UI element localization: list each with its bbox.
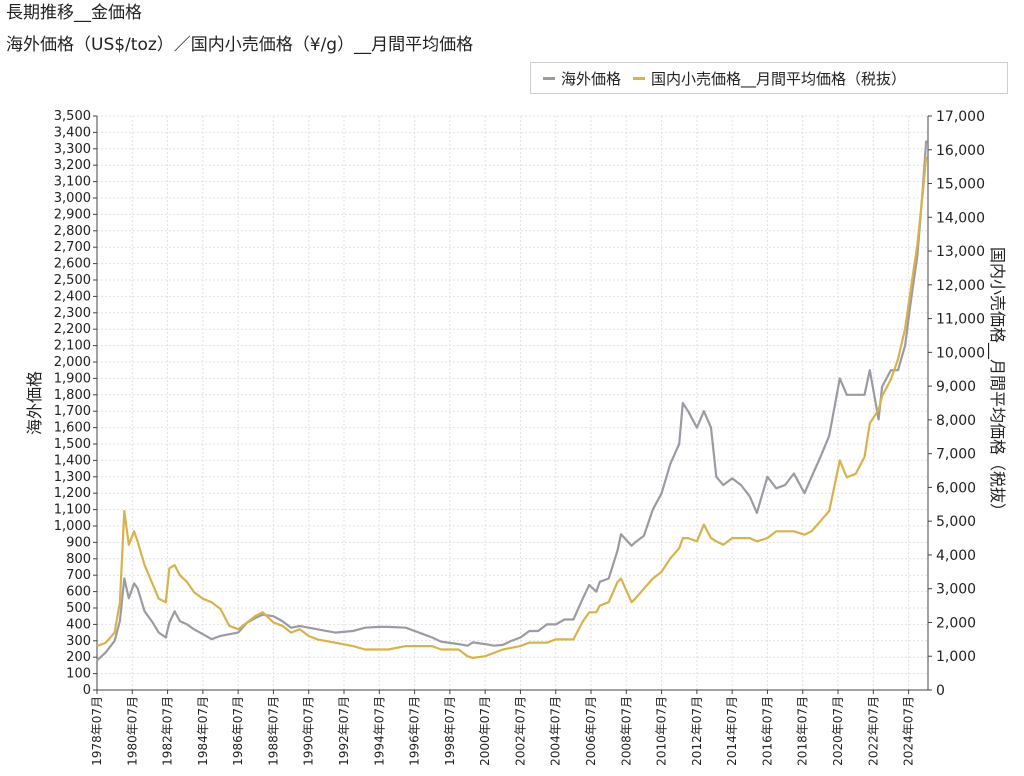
x-tick-label: 2018年07月: [796, 696, 810, 766]
legend-label-overseas: 海外価格: [561, 69, 622, 88]
chart-title: 長期推移__金価格: [6, 3, 142, 23]
y-tick-label: 1,400: [54, 453, 91, 468]
x-tick-label: 2010年07月: [655, 696, 669, 766]
y-axis-label: 海外価格: [25, 371, 44, 435]
y-tick-label: 2,600: [54, 257, 91, 272]
x-tick-label: 1992年07月: [337, 696, 351, 766]
y2-tick-label: 13,000: [936, 244, 985, 260]
x-tick-label: 2006年07月: [584, 696, 598, 766]
y-tick-label: 400: [66, 617, 91, 632]
y-tick-label: 1,800: [54, 388, 91, 403]
x-tick-label: 2016年07月: [760, 696, 774, 766]
y-tick-label: 1,300: [54, 470, 91, 485]
axes: [96, 116, 929, 691]
legend: 海外価格 国内小売価格__月間平均価格（税抜）: [530, 62, 1008, 94]
x-tick-label: 2024年07月: [902, 696, 916, 766]
x-tick-label: 1990年07月: [302, 696, 316, 766]
y-tick-label: 1,000: [54, 519, 91, 534]
series-lines: [96, 140, 928, 662]
y-tick-label: 2,400: [54, 289, 91, 304]
series-line-overseas: [96, 140, 928, 662]
y-tick-label: 3,000: [54, 191, 91, 206]
y2-tick-label: 7,000: [936, 447, 976, 463]
x-axis-ticks: 1978年07月 1980年07月 1982年07月 1984年07月 1986年07月…: [90, 690, 916, 766]
y-tick-label: 1,200: [54, 486, 91, 501]
y2-tick-label: 10,000: [936, 345, 985, 361]
y2-tick-label: 17,000: [936, 109, 985, 125]
y2-tick-label: 4,000: [936, 548, 976, 564]
x-tick-label: 1978年07月: [90, 696, 104, 766]
y2-tick-label: 14,000: [936, 210, 985, 226]
x-tick-label: 1980年07月: [125, 696, 139, 766]
y-tick-label: 200: [66, 650, 91, 665]
y2-tick-label: 9,000: [936, 379, 976, 395]
legend-item-domestic[interactable]: 国内小売価格__月間平均価格（税抜）: [633, 68, 906, 89]
line-chart: 01002003004005006007008009001,0001,1001,…: [25, 109, 1007, 766]
series-line-domestic: [96, 156, 928, 660]
y-tick-label: 100: [66, 667, 91, 682]
x-tick-label: 1988年07月: [266, 696, 280, 766]
x-tick-label: 1984年07月: [196, 696, 210, 766]
y-tick-label: 600: [66, 585, 91, 600]
y2-axis-label: 国内小売価格__月間平均価格（税抜）: [987, 247, 1007, 519]
y2-tick-label: 8,000: [936, 413, 976, 429]
y-tick-label: 2,000: [54, 355, 91, 370]
y-tick-label: 700: [66, 568, 91, 583]
x-tick-label: 2022年07月: [866, 696, 880, 766]
y-tick-label: 3,500: [54, 109, 91, 124]
y2-axis-ticks: 0 1,000 2,000 3,000 4,000 5,000 6,000 7,000 8,00…: [928, 109, 985, 699]
x-tick-label: 2004年07月: [549, 696, 563, 766]
y2-tick-label: 6,000: [936, 480, 976, 496]
x-tick-label: 1986年07月: [231, 696, 245, 766]
y2-tick-label: 5,000: [936, 514, 976, 530]
y2-tick-label: 2,000: [936, 615, 976, 631]
x-tick-label: 2012年07月: [690, 696, 704, 766]
x-tick-label: 1998年07月: [443, 696, 457, 766]
x-tick-label: 2002年07月: [513, 696, 527, 766]
y-tick-label: 3,100: [54, 175, 91, 190]
y-tick-label: 3,300: [54, 142, 91, 157]
x-tick-label: 2000年07月: [478, 696, 492, 766]
y-tick-label: 2,900: [54, 207, 91, 222]
x-tick-label: 2014年07月: [725, 696, 739, 766]
y2-tick-label: 0: [936, 683, 945, 699]
legend-label-domestic: 国内小売価格__月間平均価格（税抜）: [651, 69, 907, 88]
y-tick-label: 2,800: [54, 224, 91, 239]
legend-swatch-domestic: [633, 76, 646, 80]
y-tick-label: 1,500: [54, 437, 91, 452]
y-tick-label: 2,300: [54, 306, 91, 321]
x-tick-label: 1996年07月: [408, 696, 422, 766]
y-tick-label: 2,100: [54, 339, 91, 354]
y2-tick-label: 15,000: [936, 177, 985, 193]
y-tick-label: 3,200: [54, 158, 91, 173]
y-tick-label: 1,600: [54, 421, 91, 436]
x-tick-label: 2008年07月: [619, 696, 633, 766]
y2-tick-label: 16,000: [936, 143, 985, 159]
y2-tick-label: 11,000: [936, 312, 985, 328]
y-tick-label: 800: [66, 552, 91, 567]
y-tick-label: 0: [83, 683, 91, 698]
y-tick-label: 900: [66, 535, 91, 550]
y-tick-label: 2,700: [54, 240, 91, 255]
y-tick-label: 500: [66, 601, 91, 616]
y-tick-label: 1,900: [54, 371, 91, 386]
legend-swatch-overseas: [543, 76, 555, 80]
chart-subtitle: 海外価格（US$/toz）／国内小売価格（¥/g）__月間平均価格: [6, 35, 474, 55]
y2-tick-label: 1,000: [936, 649, 976, 665]
y-tick-label: 300: [66, 634, 91, 649]
y-tick-label: 3,400: [54, 125, 91, 140]
gridlines: [96, 115, 928, 691]
x-tick-label: 1982年07月: [161, 696, 175, 766]
y-tick-label: 1,700: [54, 404, 91, 419]
y-tick-label: 2,500: [54, 273, 91, 288]
x-tick-label: 1994年07月: [372, 696, 386, 766]
y2-tick-label: 12,000: [936, 278, 985, 294]
y-tick-label: 1,100: [54, 503, 91, 518]
legend-item-overseas[interactable]: 海外価格: [543, 68, 621, 89]
y-tick-label: 2,200: [54, 322, 91, 337]
x-tick-label: 2020年07月: [831, 696, 845, 766]
y2-tick-label: 3,000: [936, 582, 976, 598]
